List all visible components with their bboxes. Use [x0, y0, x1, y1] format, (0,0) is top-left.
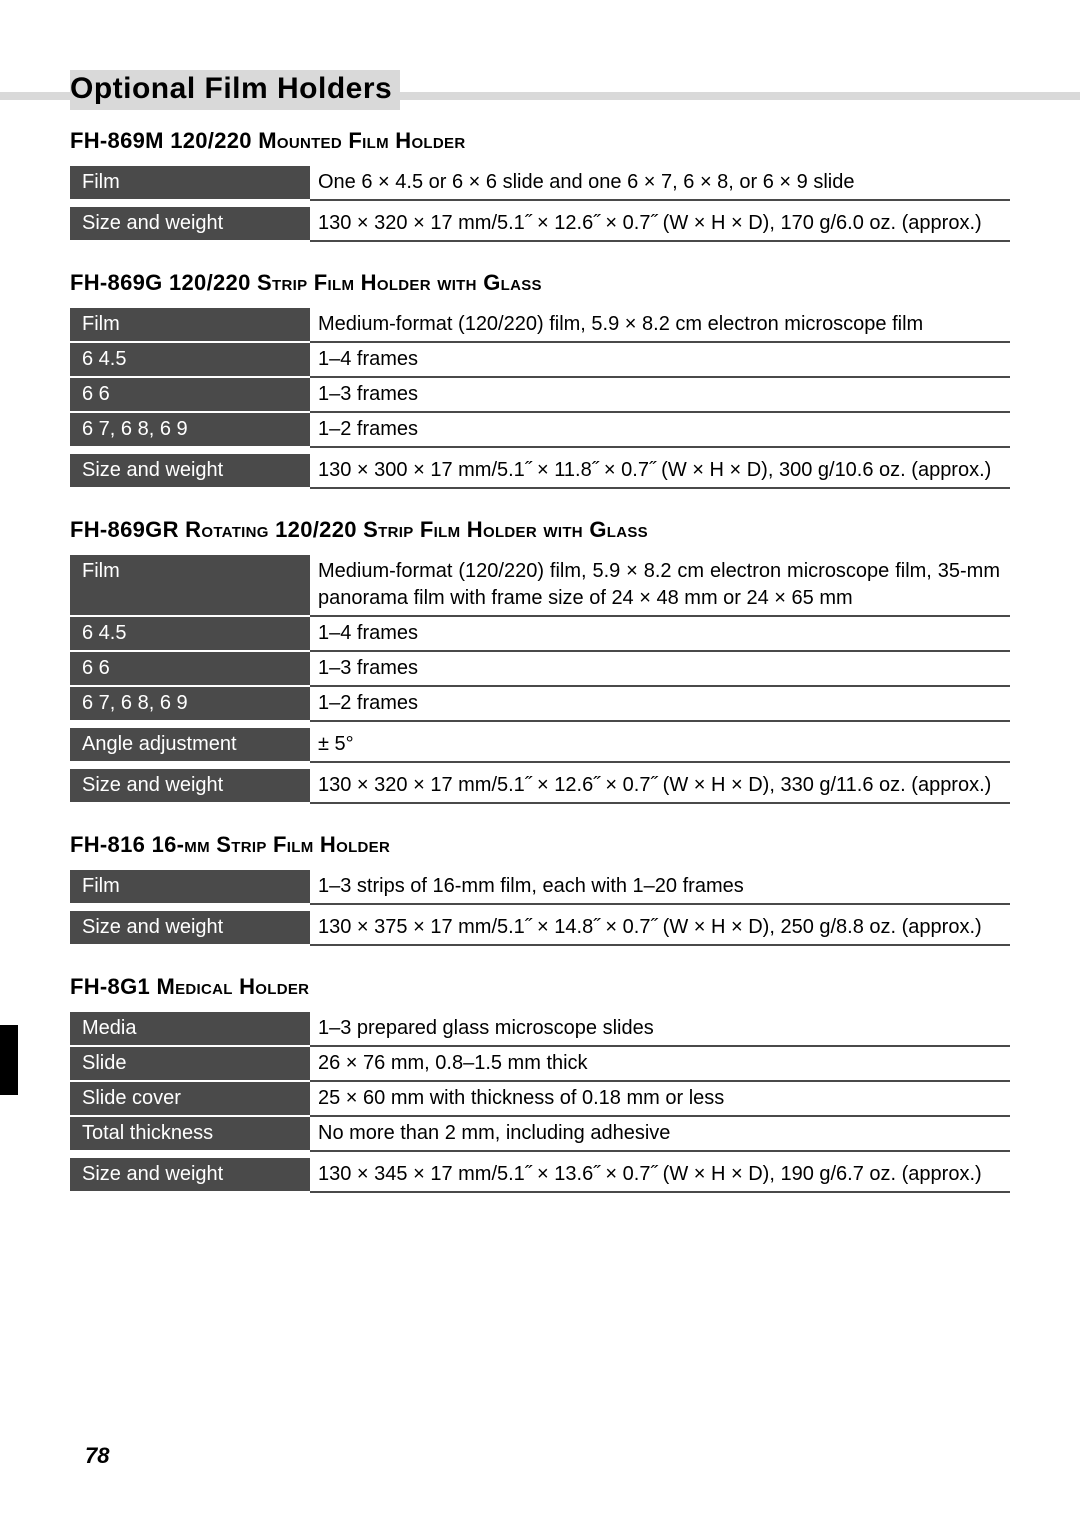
table-row: 6 7, 6 8, 6 91–2 frames: [70, 413, 1010, 448]
row-value: 1–3 frames: [310, 652, 1010, 687]
subsection-title: FH-816 16-mm Strip Film Holder: [70, 832, 1010, 858]
side-tab: [0, 1025, 18, 1095]
row-value: One 6 × 4.5 or 6 × 6 slide and one 6 × 7…: [310, 166, 1010, 201]
row-label: Angle adjustment: [70, 728, 310, 763]
row-value: ± 5°: [310, 728, 1010, 763]
row-value: 1–2 frames: [310, 687, 1010, 722]
table-row: Size and weight130 × 345 × 17 mm/5.1˝ × …: [70, 1158, 1010, 1193]
row-value: 1–3 frames: [310, 378, 1010, 413]
content-area: Optional Film Holders FH-869M 120/220 Mo…: [70, 70, 1010, 1193]
row-value: 130 × 320 × 17 mm/5.1˝ × 12.6˝ × 0.7˝ (W…: [310, 207, 1010, 242]
row-label: Size and weight: [70, 911, 310, 946]
table-row: Size and weight130 × 320 × 17 mm/5.1˝ × …: [70, 769, 1010, 804]
table-row: Slide cover25 × 60 mm with thickness of …: [70, 1082, 1010, 1117]
row-label: 6 4.5: [70, 617, 310, 652]
table-row: 6 61–3 frames: [70, 652, 1010, 687]
row-label: 6 7, 6 8, 6 9: [70, 687, 310, 722]
page: Optional Film Holders FH-869M 120/220 Mo…: [0, 0, 1080, 1529]
row-value: 25 × 60 mm with thickness of 0.18 mm or …: [310, 1082, 1010, 1117]
row-value: 1–3 strips of 16-mm film, each with 1–20…: [310, 870, 1010, 905]
row-value: 130 × 375 × 17 mm/5.1˝ × 14.8˝ × 0.7˝ (W…: [310, 911, 1010, 946]
subsection-title-smallcaps: Medical Holder: [156, 974, 309, 999]
table-row: Angle adjustment± 5°: [70, 728, 1010, 763]
row-label: Film: [70, 308, 310, 343]
row-value: 26 × 76 mm, 0.8–1.5 mm thick: [310, 1047, 1010, 1082]
row-value: 1–2 frames: [310, 413, 1010, 448]
row-label: Film: [70, 555, 310, 617]
row-value: 130 × 345 × 17 mm/5.1˝ × 13.6˝ × 0.7˝ (W…: [310, 1158, 1010, 1193]
row-label: 6 7, 6 8, 6 9: [70, 413, 310, 448]
row-label: 6 6: [70, 378, 310, 413]
row-label: 6 4.5: [70, 343, 310, 378]
row-label: Media: [70, 1012, 310, 1047]
row-label: Film: [70, 870, 310, 905]
row-value: 1–4 frames: [310, 617, 1010, 652]
table-row: Media1–3 prepared glass microscope slide…: [70, 1012, 1010, 1047]
subsection-title-smallcaps: Strip Film Holder with Glass: [257, 270, 542, 295]
table-row: 6 4.51–4 frames: [70, 343, 1010, 378]
row-label: Slide cover: [70, 1082, 310, 1117]
row-label: Size and weight: [70, 769, 310, 804]
subsection-title: FH-8G1 Medical Holder: [70, 974, 1010, 1000]
row-label: Size and weight: [70, 1158, 310, 1193]
subsection-title-smallcaps: mm Strip Film Holder: [184, 832, 390, 857]
row-value: 130 × 300 × 17 mm/5.1˝ × 11.8˝ × 0.7˝ (W…: [310, 454, 1010, 489]
subsection-title-bold: FH-8G1: [70, 974, 156, 999]
spec-table: FilmOne 6 × 4.5 or 6 × 6 slide and one 6…: [70, 166, 1010, 242]
table-row: 6 4.51–4 frames: [70, 617, 1010, 652]
row-label: 6 6: [70, 652, 310, 687]
table-row: Size and weight130 × 300 × 17 mm/5.1˝ × …: [70, 454, 1010, 489]
row-label: Total thickness: [70, 1117, 310, 1152]
row-value: Medium-format (120/220) film, 5.9 × 8.2 …: [310, 555, 1010, 617]
page-number: 78: [85, 1443, 109, 1469]
row-value: Medium-format (120/220) film, 5.9 × 8.2 …: [310, 308, 1010, 343]
subsection-title-smallcaps: Mounted Film Holder: [258, 128, 465, 153]
subsection-title-bold: FH-869GR: [70, 517, 185, 542]
spec-table: Media1–3 prepared glass microscope slide…: [70, 1012, 1010, 1193]
subsection-title: FH-869G 120/220 Strip Film Holder with G…: [70, 270, 1010, 296]
row-label: Slide: [70, 1047, 310, 1082]
row-label: Size and weight: [70, 207, 310, 242]
table-row: FilmMedium-format (120/220) film, 5.9 × …: [70, 555, 1010, 617]
spec-table: FilmMedium-format (120/220) film, 5.9 × …: [70, 555, 1010, 804]
table-row: Total thicknessNo more than 2 mm, includ…: [70, 1117, 1010, 1152]
table-row: Slide26 × 76 mm, 0.8–1.5 mm thick: [70, 1047, 1010, 1082]
row-value: 130 × 320 × 17 mm/5.1˝ × 12.6˝ × 0.7˝ (W…: [310, 769, 1010, 804]
table-row: 6 61–3 frames: [70, 378, 1010, 413]
spec-table: FilmMedium-format (120/220) film, 5.9 × …: [70, 308, 1010, 489]
table-row: 6 7, 6 8, 6 91–2 frames: [70, 687, 1010, 722]
subsection-title-bold: FH-869M 120/220: [70, 128, 258, 153]
section-title: Optional Film Holders: [70, 70, 400, 110]
table-row: FilmMedium-format (120/220) film, 5.9 × …: [70, 308, 1010, 343]
sections-container: FH-869M 120/220 Mounted Film HolderFilmO…: [70, 128, 1010, 1193]
subsection-title-smallcaps: Rotating 120/220 Strip Film Holder with …: [185, 517, 648, 542]
row-value: 1–3 prepared glass microscope slides: [310, 1012, 1010, 1047]
row-label: Size and weight: [70, 454, 310, 489]
row-value: 1–4 frames: [310, 343, 1010, 378]
subsection-title: FH-869M 120/220 Mounted Film Holder: [70, 128, 1010, 154]
subsection-title: FH-869GR Rotating 120/220 Strip Film Hol…: [70, 517, 1010, 543]
subsection-title-bold: FH-869G 120/220: [70, 270, 257, 295]
spec-table: Film1–3 strips of 16-mm film, each with …: [70, 870, 1010, 946]
table-row: Film1–3 strips of 16-mm film, each with …: [70, 870, 1010, 905]
row-label: Film: [70, 166, 310, 201]
row-value: No more than 2 mm, including adhesive: [310, 1117, 1010, 1152]
subsection-title-bold: FH-816 16-: [70, 832, 184, 857]
table-row: Size and weight130 × 320 × 17 mm/5.1˝ × …: [70, 207, 1010, 242]
table-row: FilmOne 6 × 4.5 or 6 × 6 slide and one 6…: [70, 166, 1010, 201]
table-row: Size and weight130 × 375 × 17 mm/5.1˝ × …: [70, 911, 1010, 946]
